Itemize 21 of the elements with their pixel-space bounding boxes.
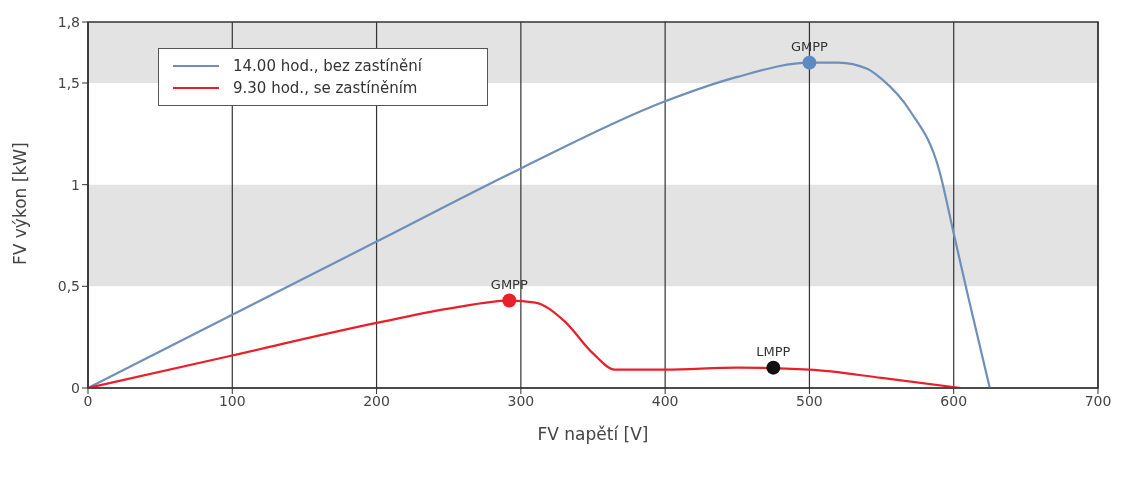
y-tick-label: 0,5 bbox=[57, 278, 80, 295]
x-tick-label: 300 bbox=[507, 392, 535, 409]
x-tick-label: 500 bbox=[796, 392, 823, 409]
y-tick-label: 1 bbox=[71, 176, 80, 193]
point bbox=[502, 293, 517, 308]
point bbox=[802, 55, 817, 70]
x-tick-label: 200 bbox=[363, 392, 390, 409]
x-tick-label: 100 bbox=[218, 392, 246, 409]
y-tick-label: 1,8 bbox=[57, 13, 80, 30]
y-tick-label: 1,5 bbox=[57, 74, 80, 91]
y-tick-label: 0 bbox=[71, 379, 80, 396]
x-tick-label: 0 bbox=[83, 392, 93, 409]
y-axis-title: FV výkon [kW] bbox=[10, 142, 31, 265]
legend-label: 14.00 hod., bez zastínění bbox=[233, 57, 422, 75]
x-tick-label: 600 bbox=[940, 392, 968, 409]
x-axis-title: FV napětí [V] bbox=[537, 424, 649, 444]
annotation: LMPP bbox=[756, 343, 791, 359]
point bbox=[766, 360, 781, 375]
legend-label: 9.30 hod., se zastíněním bbox=[233, 79, 418, 97]
x-tick-label: 700 bbox=[1084, 392, 1112, 409]
x-tick-label: 400 bbox=[651, 392, 679, 409]
